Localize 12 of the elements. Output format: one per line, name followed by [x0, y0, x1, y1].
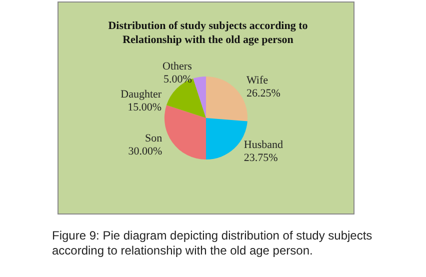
data-label: 5.00%: [163, 74, 192, 86]
slice-label: Others: [162, 60, 192, 73]
data-label: 23.75%: [244, 152, 278, 164]
slice-label: Son: [145, 132, 163, 144]
data-label: 30.00%: [128, 145, 162, 158]
data-label: 26.25%: [246, 88, 280, 100]
slice-label: Daughter: [120, 88, 162, 101]
chart-title: Distribution of study subjects according to Relationship with the old age person: [108, 20, 308, 46]
caption: Figure 9: Pie diagram depicting distribution of study subjects according to relationship with the old age person.: [52, 228, 376, 258]
data-label: 15.00%: [128, 102, 162, 114]
slice-label: Husband: [244, 138, 284, 151]
slice-label: Wife: [246, 74, 268, 87]
